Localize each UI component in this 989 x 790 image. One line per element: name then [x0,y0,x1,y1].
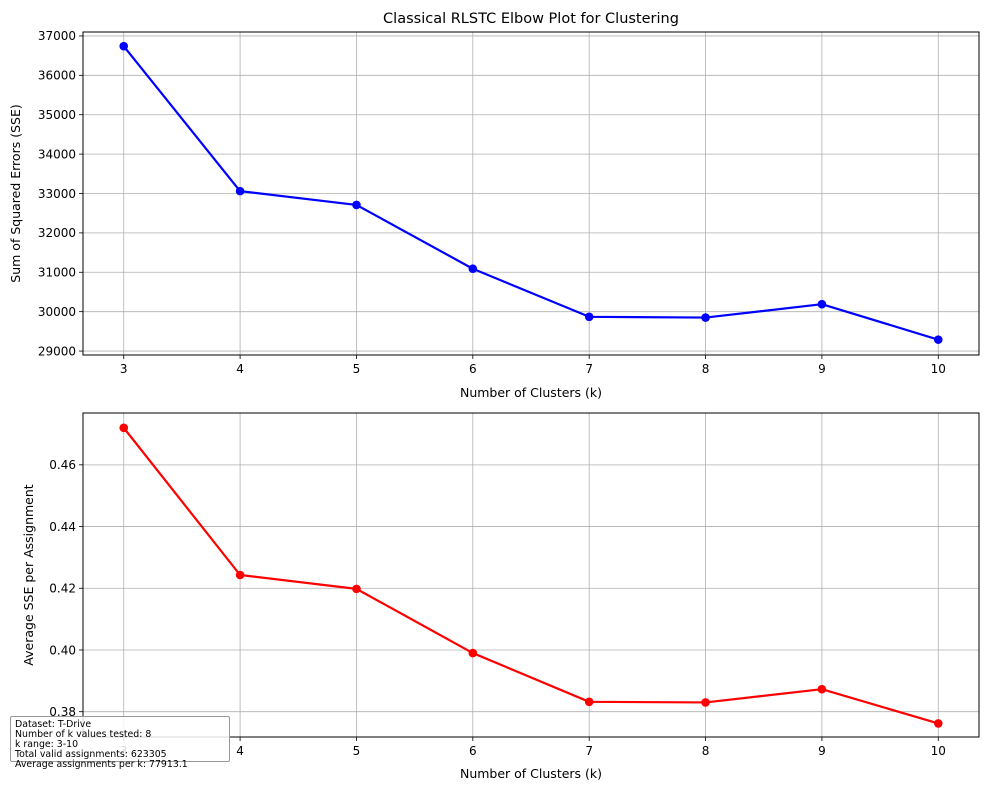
data-point [235,186,245,196]
x-axis-label: Number of Clusters (k) [460,385,602,400]
y-tick-label: 33000 [38,187,76,201]
y-tick-label: 30000 [38,305,76,319]
info-line-total-assignments: Total valid assignments: 623305 [15,749,167,760]
x-tick-label: 8 [702,744,710,758]
data-point [352,584,361,594]
y-tick-label: 31000 [38,266,76,280]
info-line-k-count: Number of k values tested: 8 [15,729,152,740]
y-tick-label: 37000 [38,29,76,43]
info-line-k-range: k range: 3-10 [15,739,79,750]
y-tick-label: 0.44 [49,520,76,534]
data-point [933,335,943,344]
x-tick-label: 5 [353,744,361,758]
x-tick-label: 9 [818,362,826,376]
data-point [817,299,827,309]
grid [83,413,979,737]
y-tick-label: 35000 [38,108,76,122]
y-tick-label: 34000 [38,147,76,161]
series-line [122,427,939,725]
axes-frame [82,31,980,356]
x-tick-label: 10 [931,744,946,758]
data-point [584,312,594,322]
data-point [119,41,129,51]
info-line-dataset: Dataset: T-Drive [15,719,92,730]
data-point [352,200,361,210]
axes-frame [82,412,980,738]
x-tick-label: 6 [469,362,477,376]
y-axis-label: Average SSE per Assignment [21,484,36,665]
x-tick-label: 7 [585,362,593,376]
data-point [817,684,827,694]
y-tick-label: 29000 [38,344,76,358]
y-tick-label: 32000 [38,226,76,240]
data-point [468,264,478,274]
y-tick-label: 0.46 [49,458,76,472]
x-tick-label: 7 [585,744,593,758]
grid [83,32,979,355]
x-tick-label: 4 [236,362,244,376]
x-tick-label: 6 [469,744,477,758]
data-point [119,423,129,433]
y-tick-label: 0.38 [49,705,76,719]
y-tick-label: 0.40 [49,643,76,657]
y-tick-label: 0.42 [49,582,76,596]
x-tick-label: 5 [353,362,361,376]
y-tick-label: 36000 [38,69,76,83]
x-tick-label: 8 [702,362,710,376]
data-point [933,719,943,728]
data-point [701,313,710,322]
x-axis-label: Number of Clusters (k) [460,766,602,781]
data-point [701,698,710,707]
series-line [122,45,939,341]
x-tick-label: 10 [931,362,946,376]
x-tick-label: 9 [818,744,826,758]
info-line-avg-assignments: Average assignments per k: 77913.1 [15,759,188,770]
data-point [235,570,245,580]
info-box: Dataset: T-Drive Number of k values test… [10,716,230,770]
top-chart: 3 4 5 6 7 8 9 10 29000 30000 31000 32000 33000 34000 3… [8,11,980,400]
data-point [468,648,478,658]
y-axis-label: Sum of Squared Errors (SSE) [8,104,23,282]
chart-title: Classical RLSTC Elbow Plot for Clusterin… [383,11,679,27]
x-tick-label: 3 [120,362,128,376]
x-tick-label: 4 [236,744,244,758]
data-point [584,697,594,707]
